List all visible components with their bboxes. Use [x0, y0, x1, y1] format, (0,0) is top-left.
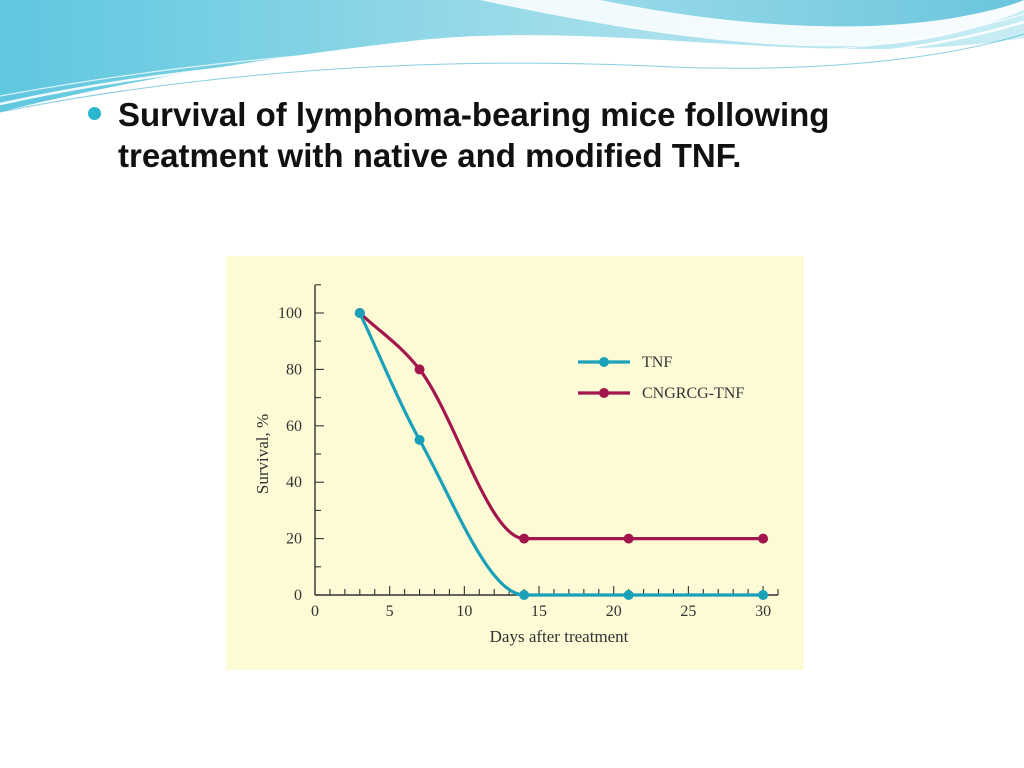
x-tick-label: 20	[606, 603, 622, 620]
x-tick-label: 10	[456, 603, 472, 620]
chart-series-layer	[354, 308, 769, 600]
y-tick-label: 100	[278, 305, 302, 322]
x-tick-label: 30	[755, 603, 771, 620]
data-point-cngrcg-tnf	[519, 533, 530, 544]
slide-title: Survival of lymphoma-bearing mice follow…	[118, 96, 830, 174]
y-axis-label: Survival, %	[253, 414, 272, 494]
data-point-cngrcg-tnf	[758, 533, 769, 544]
x-tick-label: 0	[311, 603, 319, 620]
data-point-cngrcg-tnf	[414, 364, 425, 375]
x-tick-label: 15	[531, 603, 547, 620]
data-point-tnf	[623, 590, 634, 600]
y-tick-label: 80	[286, 361, 302, 378]
chart-background	[226, 256, 804, 670]
y-tick-label: 40	[286, 474, 302, 491]
chart-frame: 0 5 10 15 20 25 30 0 20 40 60 80 100 TNF CNGRCG-TNF D…	[206, 248, 816, 678]
data-point-tnf	[519, 590, 530, 600]
chart-legend: TNF CNGRCG-TNF	[578, 354, 744, 402]
header-wave-decoration	[0, 0, 1024, 113]
y-tick-label: 0	[294, 587, 302, 604]
slide-bullet: Survival of lymphoma-bearing mice follow…	[88, 94, 988, 176]
survival-chart: 0 5 10 15 20 25 30 0 20 40 60 80 100 TNF CNGRCG-TNF D…	[226, 256, 804, 670]
x-tick-label: 5	[386, 603, 394, 620]
data-point-tnf	[354, 308, 365, 318]
y-tick-label: 20	[286, 531, 302, 548]
legend-marker-tnf	[599, 357, 609, 367]
data-point-tnf	[414, 434, 425, 445]
legend-label-tnf: TNF	[642, 354, 672, 371]
data-point-cngrcg-tnf	[623, 533, 634, 544]
x-tick-label: 25	[680, 603, 696, 620]
bullet-dot-icon	[88, 107, 101, 120]
legend-label-cngrcg-tnf: CNGRCG-TNF	[642, 385, 744, 402]
series-line-tnf	[358, 312, 764, 597]
y-tick-label: 60	[286, 418, 302, 435]
legend-marker-cngrcg-tnf	[599, 388, 609, 398]
x-axis-label: Days after treatment	[490, 627, 629, 646]
data-point-tnf	[758, 590, 769, 600]
